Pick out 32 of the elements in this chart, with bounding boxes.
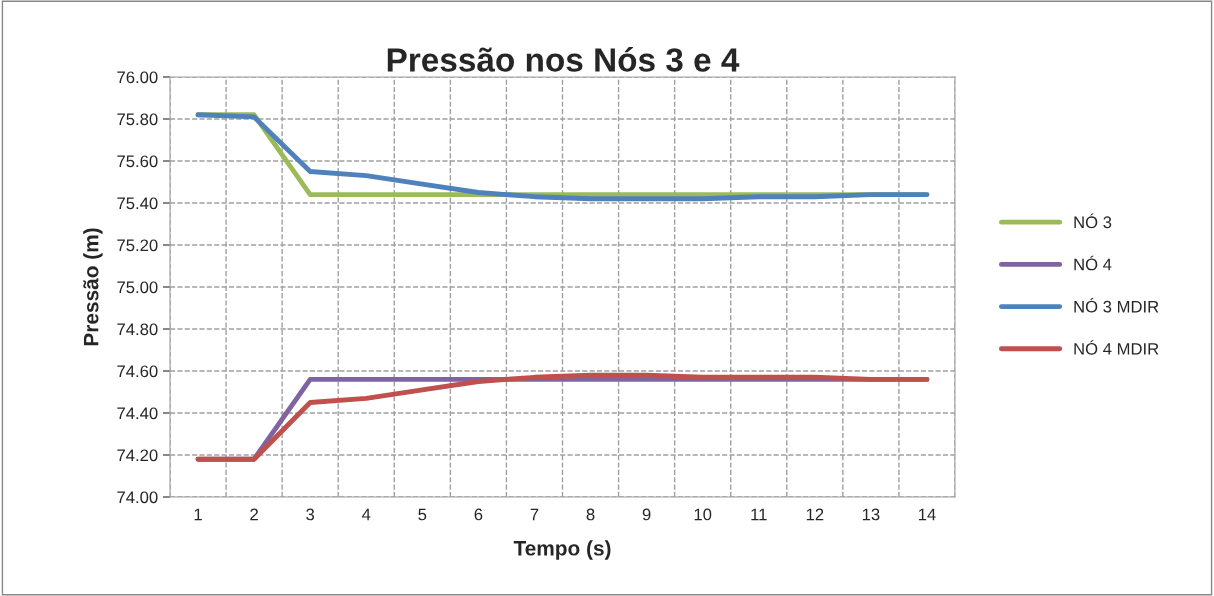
x-tick-label: 3: [306, 508, 315, 521]
x-tick-label: 8: [586, 508, 595, 521]
y-axis-title: Pressão (m): [83, 228, 103, 346]
legend-label: NÓ 3: [1074, 213, 1112, 229]
y-tick-label: 75.20: [117, 239, 158, 252]
x-axis-title: Tempo (s): [513, 540, 611, 560]
y-tick-label: 75.40: [117, 197, 158, 210]
x-tick-label: 13: [862, 508, 880, 521]
x-tick-label: 6: [474, 508, 483, 521]
y-tick-label: 75.60: [117, 155, 158, 168]
x-tick-label: 11: [751, 508, 767, 521]
x-tick-label: 7: [530, 508, 539, 521]
x-tick-label: 4: [362, 508, 371, 521]
y-tick-label: 74.60: [117, 365, 158, 378]
y-tick-label: 75.00: [117, 281, 158, 294]
y-tick-label: 74.00: [117, 491, 158, 504]
x-tick-label: 5: [418, 508, 427, 521]
legend-label: NÓ 3 MDIR: [1074, 297, 1159, 313]
legend-label: NÓ 4 MDIR: [1074, 340, 1159, 355]
y-tick-label: 74.40: [117, 407, 158, 420]
x-tick-label: 9: [642, 508, 651, 521]
x-tick-label: 14: [918, 508, 936, 521]
x-tick-label: 12: [806, 508, 824, 521]
legend-label: NÓ 4: [1074, 255, 1112, 271]
x-tick-label: 1: [194, 508, 202, 521]
chart-title: Pressão nos Nós 3 e 4: [387, 47, 740, 72]
y-tick-label: 76.00: [117, 71, 158, 84]
y-tick-label: 74.80: [117, 323, 158, 336]
y-tick-label: 75.80: [117, 113, 158, 126]
x-tick-label: 10: [694, 508, 712, 521]
x-tick-label: 2: [250, 508, 258, 521]
y-tick-label: 74.20: [117, 449, 158, 462]
